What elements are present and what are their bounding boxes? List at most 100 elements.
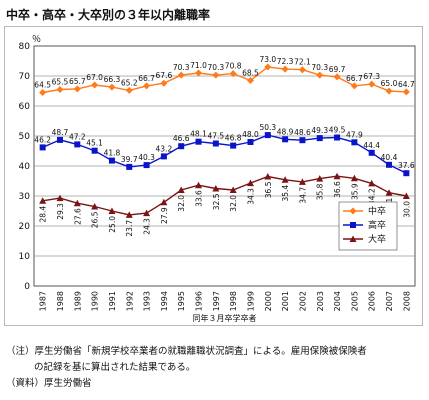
data-label: 47.5 (207, 132, 224, 141)
footnote-note-continued: の記録を基に算出された結果である。 (34, 362, 196, 373)
data-label: 66.7 (138, 74, 155, 83)
data-point (333, 172, 341, 180)
y-tick-label: 70 (19, 72, 31, 82)
data-label: 39.7 (121, 155, 138, 164)
data-label: 41.8 (104, 149, 121, 158)
data-label: 46.8 (225, 134, 242, 143)
data-label: 67.3 (363, 72, 380, 81)
data-point (39, 144, 46, 151)
data-label: 27.9 (160, 207, 169, 224)
data-label: 37.6 (398, 161, 415, 170)
legend-marker (350, 222, 356, 228)
data-label: 26.5 (91, 211, 100, 228)
data-label: 34.2 (368, 188, 377, 205)
data-label: 65.5 (52, 78, 69, 87)
data-point (334, 134, 341, 141)
x-tick-label: 1988 (56, 291, 65, 311)
data-point (56, 86, 64, 93)
data-point (212, 140, 219, 147)
data-label: 72.3 (277, 57, 294, 66)
data-point (160, 79, 168, 87)
x-tick-label: 1987 (39, 291, 48, 311)
line-chart: 0 10 20 30 40 50 60 70 80％ 1987 1988 1989 1990 1991 19… (19, 34, 416, 323)
data-label: 47.2 (69, 132, 86, 141)
data-label: 34.7 (298, 187, 307, 204)
data-point (368, 80, 376, 88)
data-point (316, 71, 324, 79)
x-tick-label: 1996 (195, 291, 204, 311)
data-point (281, 65, 289, 73)
data-label: 70.3 (173, 63, 190, 72)
data-point (246, 179, 254, 187)
data-point (351, 139, 358, 146)
data-point (143, 209, 151, 217)
data-point (350, 174, 358, 182)
footnote-source: （資料）厚生労働省 (6, 378, 92, 389)
x-axis-label: 同年３月卒学卒者 (193, 313, 257, 323)
x-tick-label: 2004 (333, 291, 342, 311)
data-point (108, 207, 116, 214)
legend-label: 高卒 (368, 219, 386, 231)
data-label: 48.9 (277, 127, 294, 136)
data-point (56, 194, 64, 202)
data-label: 47.9 (346, 130, 363, 139)
data-point (74, 141, 81, 148)
x-tick-label: 1998 (229, 291, 238, 311)
data-point (56, 136, 63, 143)
data-label: 71.0 (190, 61, 207, 70)
data-label: 32.0 (177, 195, 186, 212)
footnote: （注）厚生労働省「新規学校卒業者の就職離職状況調査」による。雇用保険被保険者 の… (6, 344, 424, 392)
x-tick-label: 1991 (108, 291, 117, 311)
data-point (212, 71, 220, 79)
data-label: 50.3 (259, 123, 276, 132)
data-point (368, 149, 375, 156)
data-point (368, 179, 376, 187)
data-point (91, 147, 98, 154)
data-label: 73.0 (259, 55, 276, 64)
x-tick-label: 1994 (160, 291, 169, 311)
data-point (143, 82, 151, 90)
data-point (298, 66, 306, 74)
data-point (316, 135, 323, 142)
data-point (160, 198, 168, 206)
x-tick-label: 2005 (350, 291, 359, 311)
data-point (73, 199, 81, 207)
y-tick-label: 20 (19, 222, 31, 232)
data-label: 67.0 (86, 73, 103, 82)
data-label: 43.2 (156, 144, 173, 153)
data-label: 64.5 (34, 81, 51, 90)
data-label: 23.7 (125, 220, 134, 237)
data-label: 35.8 (316, 183, 325, 200)
data-label: 35.9 (350, 183, 359, 200)
x-tick-label: 1992 (125, 291, 134, 311)
data-label: 36.6 (333, 181, 342, 198)
data-point (385, 189, 393, 196)
data-point (264, 173, 272, 180)
series-line (42, 134, 407, 174)
data-label: 29.3 (56, 203, 65, 220)
legend-marker (349, 207, 357, 215)
data-label: 30.0 (402, 201, 411, 218)
data-point (230, 142, 237, 149)
data-point (108, 157, 115, 164)
data-label: 72.1 (294, 58, 311, 67)
data-point (177, 71, 185, 79)
data-label: 48.6 (294, 128, 311, 137)
legend-label: 中卒 (368, 205, 386, 217)
y-tick-label: 0 (24, 282, 30, 292)
x-tick-label: 1989 (73, 291, 82, 311)
y-tick-label: 40 (19, 162, 31, 172)
data-point (386, 161, 393, 168)
data-point (264, 132, 271, 139)
data-label: 34.3 (246, 188, 255, 205)
data-point (160, 153, 167, 160)
data-label: 48.1 (190, 130, 207, 139)
data-label: 70.3 (311, 63, 328, 72)
data-label: 24.3 (143, 218, 152, 235)
x-tick-label: 1999 (246, 291, 255, 311)
y-tick-label: 10 (19, 252, 31, 262)
data-point (73, 85, 81, 93)
footnote-note: （注）厚生労働省「新規学校卒業者の就職離職状況調査」による。雇用保険被保険者 (6, 346, 367, 357)
data-point (229, 70, 237, 78)
y-tick-label: 30 (19, 192, 31, 202)
